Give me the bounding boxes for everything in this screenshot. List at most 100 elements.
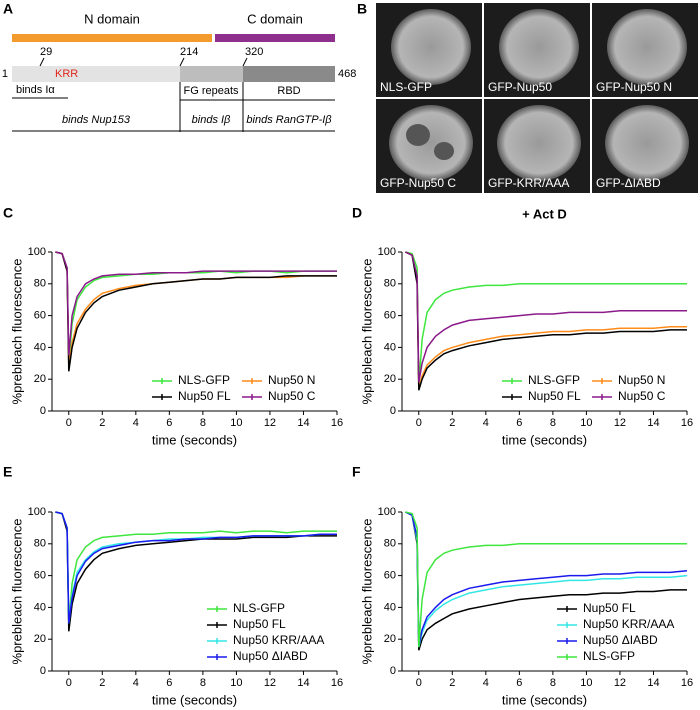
x-tick-label: 16 (331, 417, 343, 429)
c-domain-label: C domain (247, 11, 303, 26)
nucleus (605, 105, 689, 181)
panel-label: F (352, 464, 361, 480)
x-tick-label: 0 (66, 417, 72, 429)
legend-label: NLS-GFP (528, 373, 580, 387)
region-label: RBD (277, 85, 300, 97)
series-line (55, 511, 337, 624)
segment (12, 66, 180, 82)
panel-label: B (357, 1, 367, 17)
nucleus (497, 105, 581, 181)
y-tick-label: 100 (28, 246, 46, 258)
x-tick-label: 6 (516, 417, 522, 429)
segment (243, 66, 335, 82)
y-tick-label: 80 (34, 278, 46, 290)
legend-label: Nup50 C (268, 389, 316, 403)
x-tick-label: 2 (99, 677, 105, 689)
nucleus (389, 105, 473, 181)
region-label: FG repeats (183, 85, 239, 97)
y-tick-label: 20 (384, 633, 396, 645)
region-label: binds RanGTP-Iβ (246, 114, 332, 126)
y-tick-label: 80 (34, 538, 46, 550)
nucleus (499, 9, 579, 85)
x-axis-label: time (seconds) (152, 432, 237, 447)
micrograph-label: GFP-Nup50 C (380, 176, 456, 190)
region-label: binds Iα (16, 84, 55, 96)
series-line (55, 251, 337, 367)
nucleolus (406, 124, 430, 146)
nucleus (607, 9, 687, 85)
y-axis-label: %prebleach fluorescence (9, 259, 24, 405)
x-tick-label: 12 (264, 417, 276, 429)
legend-label: Nup50 KRR/AAA (583, 617, 674, 631)
y-tick-label: 40 (384, 601, 396, 613)
x-tick-label: 4 (133, 417, 139, 429)
legend-label: Nup50 FL (233, 617, 286, 631)
x-tick-label: 6 (516, 677, 522, 689)
y-tick-label: 0 (40, 665, 46, 677)
region-label: binds Iβ (192, 114, 231, 126)
x-tick-label: 12 (264, 677, 276, 689)
series-line (55, 511, 337, 624)
x-tick-label: 10 (230, 417, 242, 429)
x-tick-label: 0 (416, 417, 422, 429)
y-tick-label: 40 (34, 601, 46, 613)
x-tick-label: 4 (133, 677, 139, 689)
x-tick-label: 8 (550, 677, 556, 689)
x-tick-label: 2 (449, 417, 455, 429)
y-tick-label: 0 (390, 665, 396, 677)
micrograph-label: GFP-ΔIABD (596, 176, 661, 190)
legend-label: Nup50 FL (583, 601, 636, 615)
y-tick-label: 0 (390, 405, 396, 417)
legend-label: Nup50 ΔIABD (583, 633, 658, 647)
tick (39, 57, 45, 67)
y-tick-label: 100 (28, 506, 46, 518)
x-tick-label: 10 (580, 417, 592, 429)
legend-label: Nup50 C (618, 389, 666, 403)
micrograph-label: GFP-KRR/AAA (488, 176, 569, 190)
y-tick-label: 20 (384, 373, 396, 385)
x-tick-label: 12 (614, 417, 626, 429)
series-line (405, 251, 687, 388)
tick (179, 57, 185, 67)
y-tick-label: 60 (384, 310, 396, 322)
y-tick-label: 60 (384, 570, 396, 582)
x-tick-label: 8 (550, 417, 556, 429)
y-axis-label: %prebleach fluorescence (359, 519, 374, 665)
c-domain-bar (215, 34, 335, 42)
y-tick-label: 100 (378, 246, 396, 258)
y-tick-label: 40 (384, 341, 396, 353)
x-tick-label: 4 (483, 677, 489, 689)
residue: 29 (40, 46, 52, 58)
y-tick-label: 60 (34, 570, 46, 582)
n-domain-label: N domain (84, 11, 140, 26)
panel-label: E (3, 464, 12, 480)
x-tick-label: 16 (681, 417, 693, 429)
residue: 1 (2, 68, 8, 80)
series-line (405, 251, 687, 389)
y-tick-label: 100 (378, 506, 396, 518)
legend-label: NLS-GFP (583, 649, 635, 663)
series-line (55, 251, 337, 356)
x-tick-label: 14 (297, 677, 309, 689)
legend-label: Nup50 FL (528, 389, 581, 403)
micrograph-label: GFP-Nup50 (488, 80, 552, 94)
micrograph-label: NLS-GFP (380, 80, 432, 94)
x-tick-label: 10 (230, 677, 242, 689)
legend-label: Nup50 N (268, 373, 315, 387)
panel-label: A (3, 1, 13, 17)
panel-label: D (352, 205, 362, 221)
residue: 468 (338, 68, 356, 80)
x-tick-label: 14 (297, 417, 309, 429)
series-line (55, 511, 337, 624)
legend-label: NLS-GFP (178, 373, 230, 387)
n-domain-bar (12, 34, 212, 42)
series-line (405, 511, 687, 648)
series-line (405, 251, 687, 383)
series-line (55, 511, 337, 632)
x-tick-label: 0 (416, 677, 422, 689)
y-tick-label: 20 (34, 373, 46, 385)
y-axis-label: %prebleach fluorescence (359, 259, 374, 405)
x-tick-label: 14 (647, 677, 659, 689)
segment (180, 66, 243, 82)
panel-label: C (3, 205, 13, 221)
